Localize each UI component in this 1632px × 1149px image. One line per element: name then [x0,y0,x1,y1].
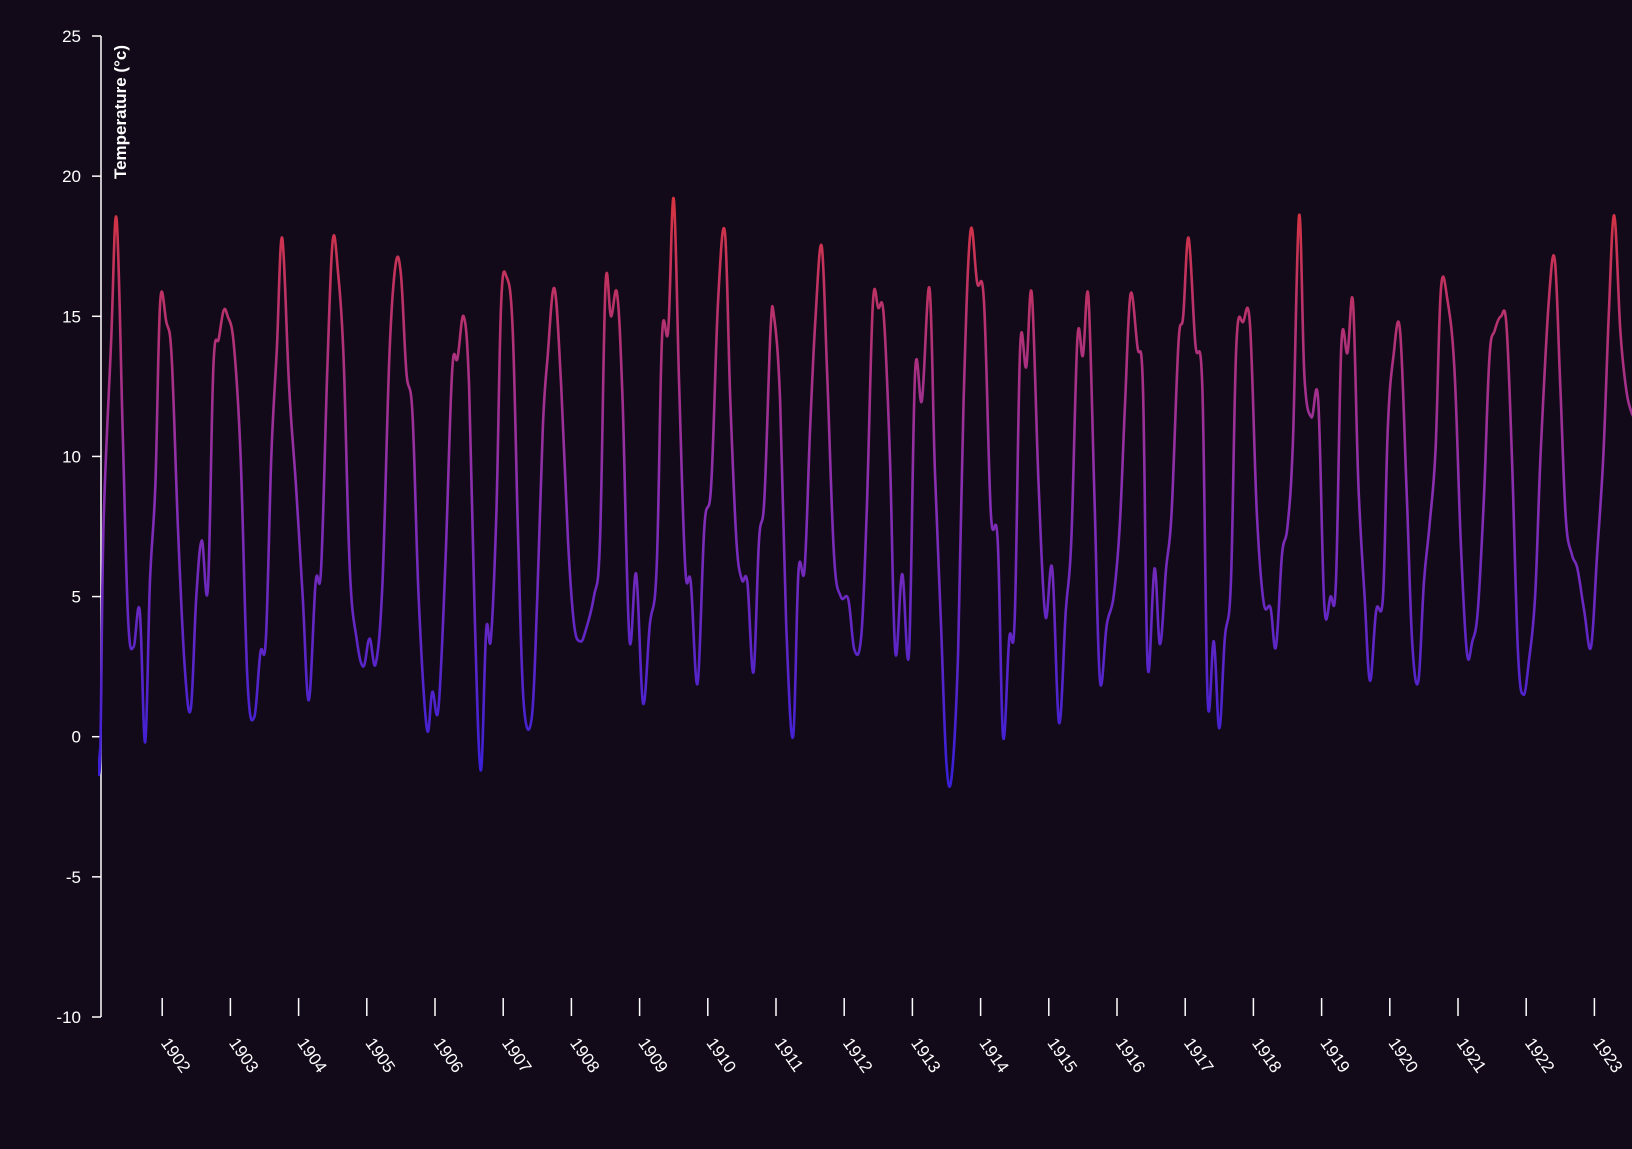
x-tick-label: 1921 [1453,1034,1490,1076]
x-tick-label: 1923 [1589,1034,1626,1076]
y-tick-label: 10 [62,447,81,466]
temperature-line [98,197,1632,788]
x-tick-label: 1911 [771,1034,808,1075]
y-tick-label: 0 [72,728,81,747]
x-tick-label: 1914 [975,1034,1012,1076]
x-tick-label: 1922 [1521,1034,1558,1076]
x-tick-label: 1902 [157,1034,194,1076]
x-tick-label: 1910 [703,1034,740,1076]
x-tick-label: 1918 [1248,1034,1285,1076]
x-tick-label: 1919 [1316,1034,1353,1076]
x-tick-label: 1912 [839,1034,876,1076]
y-tick-label: 20 [62,167,81,186]
y-tick-label: 25 [62,27,81,46]
x-tick-label: 1907 [498,1034,535,1076]
x-tick-label: 1904 [293,1034,330,1076]
y-axis: 25 20 15 10 5 0 -5 -10 Temperature (°c) [56,27,130,1027]
x-axis: 1902 1903 1904 1905 1906 1907 1908 1909 1910 1911… [157,998,1626,1076]
x-tick-label: 1916 [1112,1034,1149,1076]
x-tick-label: 1906 [430,1034,467,1076]
x-tick-label: 1917 [1180,1034,1217,1076]
x-tick-label: 1909 [634,1034,671,1076]
y-tick-label: 5 [72,588,81,607]
y-tick-label: 15 [62,307,81,326]
x-tick-label: 1905 [362,1034,399,1076]
x-tick-label: 1915 [1044,1034,1081,1076]
plot-area [98,197,1632,788]
x-tick-label: 1908 [566,1034,603,1076]
y-axis-title: Temperature (°c) [111,45,130,179]
x-tick-label: 1920 [1385,1034,1422,1076]
y-tick-label: -5 [66,868,81,887]
y-ticks: 25 20 15 10 5 0 -5 -10 [56,27,101,1027]
x-tick-label: 1903 [225,1034,262,1076]
x-tick-label: 1913 [907,1034,944,1076]
y-tick-label: -10 [56,1008,81,1027]
x-ticks: 1902 1903 1904 1905 1906 1907 1908 1909 1910 1911… [157,998,1626,1076]
